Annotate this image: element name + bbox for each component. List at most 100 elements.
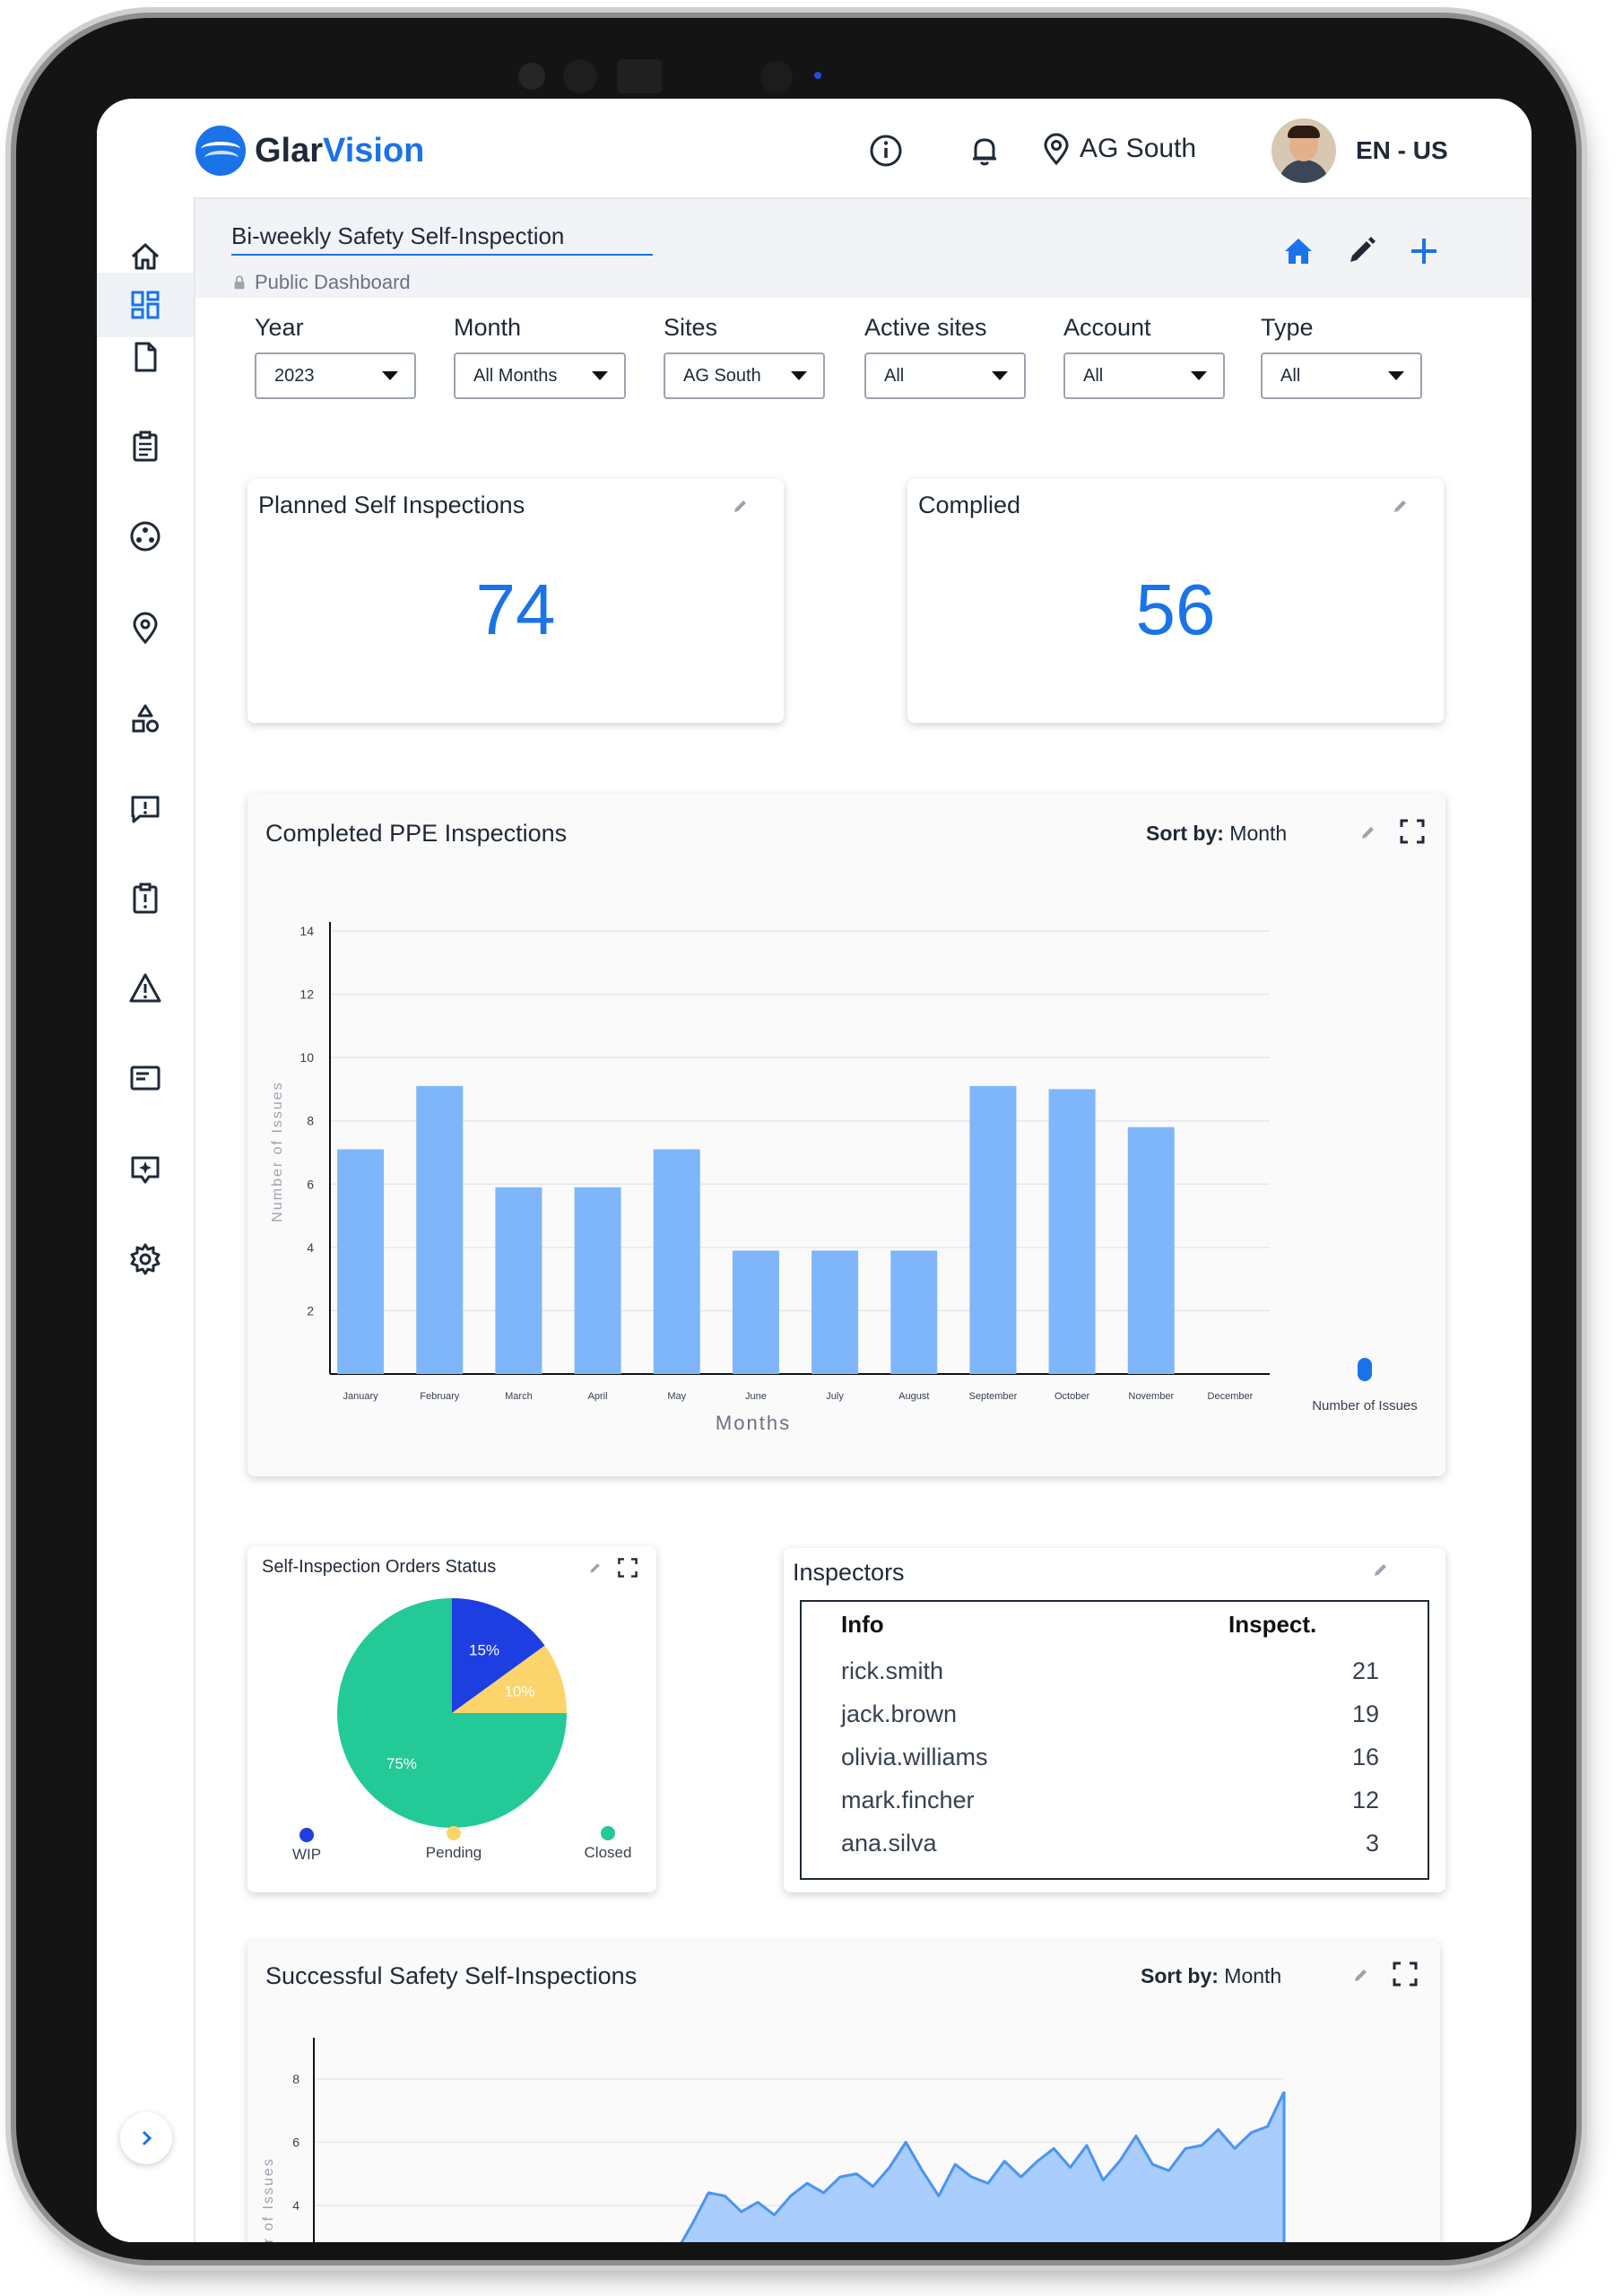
inspector-name: mark.fincher — [841, 1787, 975, 1813]
sidebar-item-home[interactable] — [97, 224, 194, 289]
sidebar-item-hazards[interactable] — [97, 956, 194, 1021]
edit-icon[interactable] — [1343, 233, 1379, 269]
document-icon — [135, 342, 157, 372]
sidebar-item-ai[interactable] — [97, 1137, 194, 1202]
column-header-inspect[interactable]: Inspect. — [1228, 1611, 1317, 1638]
filter-account: Account All — [1063, 314, 1225, 399]
bar — [337, 1149, 385, 1374]
y-axis-title: Number of Issues — [261, 2157, 276, 2242]
pencil-icon[interactable] — [732, 497, 750, 515]
filter-year: Year 2023 — [255, 314, 416, 399]
x-axis-title: Months — [716, 1412, 791, 1434]
fullscreen-icon[interactable] — [617, 1557, 638, 1578]
x-tick-label: February — [420, 1391, 460, 1402]
legend-label: Pending — [425, 1844, 482, 1861]
fullscreen-icon[interactable] — [1399, 818, 1426, 845]
bar — [574, 1187, 621, 1374]
bar — [732, 1250, 779, 1374]
pencil-icon[interactable] — [588, 1561, 603, 1575]
visibility-label: Public Dashboard — [255, 271, 411, 293]
card-title: Completed PPE Inspections — [265, 820, 568, 847]
table-row[interactable]: ana.silva 3 — [841, 1830, 1379, 1873]
sidebar — [97, 197, 195, 2242]
pie-chart: 15% 10% 75% — [337, 1598, 567, 1828]
year-select[interactable]: 2023 — [255, 352, 416, 399]
x-tick-label: March — [505, 1391, 533, 1402]
bell-icon[interactable] — [967, 133, 1002, 169]
month-select[interactable]: All Months — [454, 352, 626, 399]
pencil-icon[interactable] — [1372, 1561, 1390, 1578]
sidebar-item-settings[interactable] — [97, 1227, 194, 1292]
sort-label: Sort by: — [1141, 1964, 1219, 1987]
sort-label: Sort by: — [1146, 822, 1224, 845]
y-tick-label: 8 — [307, 1114, 314, 1128]
sidebar-item-documents[interactable] — [97, 325, 194, 389]
pencil-icon[interactable] — [1352, 1966, 1370, 1984]
language-selector[interactable]: EN - US — [1356, 136, 1448, 164]
sort-by-control[interactable]: Sort by: Month — [1141, 1964, 1281, 1988]
location-pin-icon — [1044, 133, 1069, 166]
fullscreen-icon[interactable] — [1392, 1961, 1419, 1987]
inspector-name: olivia.williams — [841, 1744, 988, 1770]
x-tick-label: January — [343, 1391, 379, 1402]
card-title: Inspectors — [793, 1559, 905, 1586]
table-row[interactable]: jack.brown 19 — [841, 1700, 1379, 1744]
teams-icon — [130, 521, 161, 552]
slice-label: 15% — [469, 1641, 499, 1658]
sidebar-item-checklists[interactable] — [97, 414, 194, 479]
add-icon[interactable] — [1406, 233, 1442, 269]
pencil-icon[interactable] — [1392, 497, 1410, 515]
location-label: AG South — [1080, 134, 1197, 163]
table-row[interactable]: olivia.williams 16 — [841, 1744, 1379, 1787]
y-tick-label: 8 — [292, 2072, 299, 2086]
sidebar-item-locations[interactable] — [97, 596, 194, 660]
sidebar-item-cards[interactable] — [97, 1046, 194, 1110]
bar — [890, 1250, 938, 1374]
sidebar-item-reports[interactable] — [97, 866, 194, 931]
logo[interactable]: GlarVision — [195, 126, 424, 176]
sites-select[interactable]: AG South — [664, 352, 825, 399]
feedback-icon — [131, 796, 160, 823]
camera-bar — [500, 57, 841, 93]
sidebar-item-feedback[interactable] — [97, 777, 194, 841]
kpi-value: 56 — [1135, 570, 1216, 649]
sidebar-item-dashboard[interactable] — [97, 273, 194, 337]
legend-label: Number of Issues — [1312, 1398, 1418, 1413]
shapes-icon — [132, 704, 159, 733]
inspection-count: 3 — [1365, 1830, 1379, 1857]
caret-down-icon — [791, 371, 807, 380]
filter-active-sites: Active sites All — [864, 314, 1026, 399]
type-select[interactable]: All — [1261, 352, 1422, 399]
success-chart-card: Successful Safety Self-Inspections Sort … — [247, 1941, 1440, 2242]
dashboard-icon — [131, 291, 160, 319]
select-value: AG South — [683, 365, 761, 386]
sort-by-control[interactable]: Sort by: Month — [1146, 822, 1287, 846]
inspectors-table: Info Inspect. rick.smith 21 jack.brown 19 … — [800, 1600, 1429, 1880]
page-title[interactable]: Bi-weekly Safety Self-Inspection — [231, 222, 653, 256]
avatar[interactable] — [1271, 118, 1336, 183]
home-icon — [131, 243, 160, 270]
filter-label: Type — [1261, 314, 1314, 341]
legend-closed: Closed — [572, 1826, 644, 1862]
account-select[interactable]: All — [1063, 352, 1225, 399]
table-row[interactable]: rick.smith 21 — [841, 1657, 1379, 1700]
location-icon — [133, 612, 158, 645]
inspector-name: ana.silva — [841, 1830, 937, 1857]
sidebar-item-teams[interactable] — [97, 504, 194, 569]
info-icon[interactable] — [868, 133, 904, 169]
sidebar-item-assets[interactable] — [97, 687, 194, 752]
sidebar-expand-button[interactable] — [120, 2112, 172, 2164]
table-row[interactable]: mark.fincher 12 — [841, 1787, 1379, 1830]
filter-month: Month All Months — [454, 314, 626, 399]
brand-first: Glar — [255, 131, 324, 170]
legend-label: WIP — [291, 1846, 322, 1863]
home-icon[interactable] — [1280, 233, 1316, 269]
kpi-value: 74 — [475, 570, 556, 649]
bar — [1048, 1089, 1096, 1374]
column-header-info[interactable]: Info — [841, 1611, 884, 1638]
active-sites-select[interactable]: All — [864, 352, 1026, 399]
y-tick-label: 14 — [299, 924, 314, 938]
pencil-icon[interactable] — [1359, 823, 1377, 841]
location-selector[interactable]: AG South — [1038, 131, 1196, 167]
